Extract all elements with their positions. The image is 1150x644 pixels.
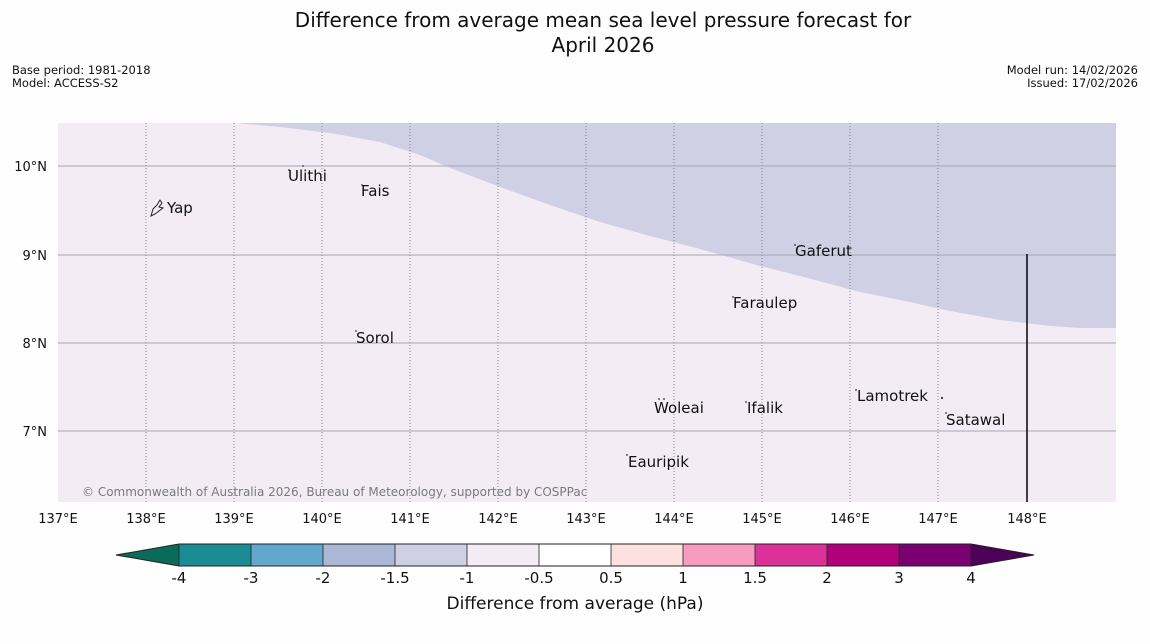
colorbar-tick: 4 — [966, 569, 976, 587]
lon-label: 148°E — [1007, 512, 1047, 527]
colorbar-tick: -2 — [316, 569, 331, 587]
colorbar-cell — [323, 544, 395, 566]
colorbar-tick: 3 — [894, 569, 904, 587]
colorbar-right-extend — [971, 544, 1034, 566]
place-label: Sorol — [356, 329, 394, 347]
model-info: Base period: 1981-2018 Model: ACCESS-S2 — [12, 64, 151, 90]
colorbar-cell — [611, 544, 683, 566]
negative-anomaly-region — [236, 123, 1116, 328]
lon-label: 144°E — [654, 512, 694, 527]
lat-label: 10°N — [14, 160, 47, 175]
latitude-gridlines — [58, 165, 1116, 432]
colorbar-cells — [179, 544, 971, 566]
place-label: Yap — [166, 199, 193, 217]
lon-label: 139°E — [214, 512, 254, 527]
colorbar-outline — [115, 543, 1035, 567]
colorbar-dividers — [178, 544, 972, 566]
island-dot — [732, 296, 734, 298]
issued-date: Issued: 17/02/2026 — [1027, 76, 1138, 90]
colorbar-label: Difference from average (hPa) — [447, 594, 704, 614]
colorbar-cell — [827, 544, 899, 566]
island-dot — [855, 389, 857, 391]
base-period: Base period: 1981-2018 — [12, 63, 151, 77]
lat-label: 8°N — [23, 337, 48, 352]
run-info: Model run: 14/02/2026 Issued: 17/02/2026 — [1007, 64, 1138, 90]
colorbar-cell — [251, 544, 323, 566]
colorbar-ticks: -4 -3 -2 -1.5 -1 -0.5 0.5 1 1.5 2 3 4 — [172, 569, 976, 587]
colorbar-tick: -0.5 — [524, 569, 553, 587]
yap-island — [150, 199, 165, 217]
colorbar-tick: -1 — [460, 569, 475, 587]
longitude-axis: 137°E 138°E 139°E 140°E 141°E 142°E 143°… — [38, 512, 1047, 527]
colorbar-cell — [683, 544, 755, 566]
lon-label: 147°E — [918, 512, 958, 527]
longitude-gridlines — [145, 123, 939, 502]
island-dot — [940, 396, 944, 400]
colorbar-cell — [755, 544, 827, 566]
colorbar-tick: 1 — [678, 569, 688, 587]
colorbar-tick: -3 — [244, 569, 259, 587]
colorbar-left-extend — [116, 544, 179, 566]
colorbar-cell — [899, 544, 971, 566]
colorbar-cell — [467, 544, 539, 566]
copyright-notice: © Commonwealth of Australia 2026, Bureau… — [82, 485, 587, 499]
place-label: Fais — [361, 182, 390, 200]
island-dot — [663, 398, 665, 400]
lon-label: 142°E — [478, 512, 518, 527]
colorbar-cell — [179, 544, 251, 566]
island-dot — [288, 169, 290, 171]
island-markers — [288, 165, 947, 456]
colorbar-cell — [395, 544, 467, 566]
lon-label: 138°E — [126, 512, 166, 527]
lon-label: 137°E — [38, 512, 78, 527]
title-line-2: April 2026 — [551, 33, 655, 57]
place-label: Eauripik — [628, 453, 689, 471]
island-dot — [302, 165, 304, 167]
place-label: Faraulep — [733, 294, 797, 312]
place-label: Woleai — [654, 399, 704, 417]
place-label: Ifalik — [747, 399, 783, 417]
colorbar-tick: 0.5 — [599, 569, 623, 587]
place-label: Satawal — [946, 411, 1005, 429]
title-line-1: Difference from average mean sea level p… — [294, 8, 912, 32]
lon-label: 140°E — [302, 512, 342, 527]
colorbar-tick: 2 — [822, 569, 832, 587]
island-dot — [355, 330, 357, 332]
model-run: Model run: 14/02/2026 — [1006, 63, 1138, 77]
colorbar-tick: 1.5 — [743, 569, 767, 587]
model-name: Model: ACCESS-S2 — [12, 76, 119, 90]
island-dot — [945, 412, 947, 414]
place-labels: Yap Ulithi Fais Gaferut Faraulep Sorol L… — [166, 167, 1005, 471]
lon-label: 145°E — [742, 512, 782, 527]
place-label: Lamotrek — [857, 387, 928, 405]
map-title: Difference from average mean sea level p… — [0, 8, 1150, 58]
lat-label: 9°N — [23, 249, 48, 264]
lon-label: 146°E — [830, 512, 870, 527]
colorbar-cell — [539, 544, 611, 566]
island-dot — [794, 244, 796, 246]
latitude-axis: 10°N 9°N 8°N 7°N — [14, 160, 47, 440]
island-dot — [745, 401, 747, 403]
lon-label: 143°E — [566, 512, 606, 527]
lon-label: 141°E — [390, 512, 430, 527]
colorbar-tick: -1.5 — [380, 569, 409, 587]
island-dot — [658, 398, 660, 400]
island-dot — [626, 454, 628, 456]
colorbar-tick: -4 — [172, 569, 187, 587]
place-label: Ulithi — [288, 167, 327, 185]
place-label: Gaferut — [795, 242, 852, 260]
lat-label: 7°N — [23, 425, 48, 440]
island-dot — [361, 184, 363, 186]
